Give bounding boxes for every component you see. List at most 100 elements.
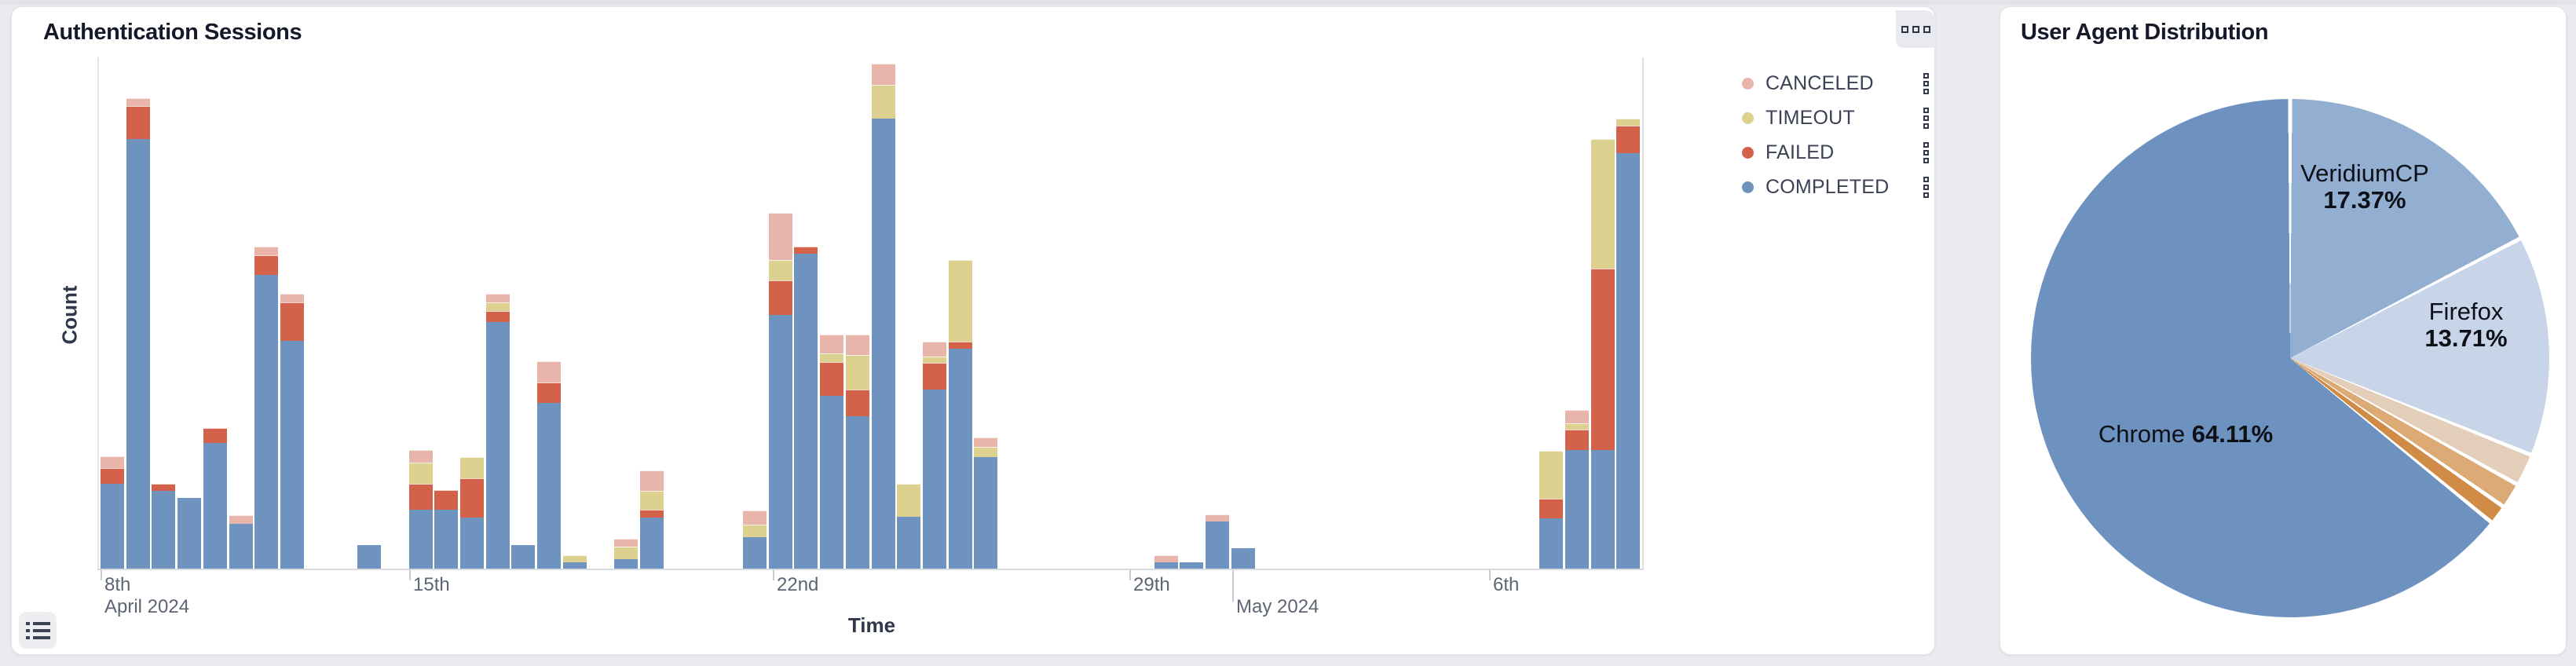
bar-segment-completed[interactable] [769,315,792,569]
stacked-bar[interactable] [409,450,433,569]
bar-segment-completed[interactable] [357,545,381,569]
bar-segment-completed[interactable] [229,524,253,569]
stacked-bar[interactable] [1565,410,1589,569]
bar-segment-failed[interactable] [1565,430,1589,450]
stacked-bar[interactable] [152,484,175,569]
stacked-bar[interactable] [537,361,561,569]
bar-segment-failed[interactable] [794,247,818,254]
bar-segment-timeout[interactable] [872,85,895,119]
bar-segment-canceled[interactable] [1206,514,1229,521]
bar-segment-completed[interactable] [1565,450,1589,569]
stacked-bar[interactable] [1231,548,1255,569]
bar-segment-completed[interactable] [974,457,997,569]
bar-segment-completed[interactable] [152,491,175,569]
stacked-bar[interactable] [640,470,664,569]
bar-segment-completed[interactable] [1616,153,1640,569]
legend-menu-button[interactable] [1923,72,1929,94]
bar-segment-failed[interactable] [1616,126,1640,153]
bar-segment-canceled[interactable] [229,515,253,524]
bar-segment-completed[interactable] [897,517,920,569]
bar-segment-canceled[interactable] [280,294,304,302]
bar-segment-timeout[interactable] [1539,451,1563,499]
bar-segment-completed[interactable] [126,139,150,569]
bar-segment-timeout[interactable] [1565,423,1589,430]
bar-segment-timeout[interactable] [563,555,587,562]
bar-segment-failed[interactable] [254,255,278,275]
stacked-bar[interactable] [769,213,792,569]
stacked-bar[interactable] [820,335,843,569]
bar-segment-canceled[interactable] [743,510,767,525]
bar-segment-timeout[interactable] [897,484,920,517]
bar-segment-completed[interactable] [409,510,433,569]
stacked-bar[interactable] [794,247,818,569]
bar-segment-canceled[interactable] [614,539,638,547]
stacked-bar[interactable] [1591,139,1615,569]
stacked-bar[interactable] [563,555,587,569]
bar-segment-completed[interactable] [1591,450,1615,569]
stacked-bar[interactable] [897,484,920,569]
data-table-toggle-button[interactable] [19,612,57,649]
bar-segment-failed[interactable] [923,363,946,390]
bar-segment-timeout[interactable] [743,525,767,537]
legend-item-failed[interactable]: FAILED [1742,135,1935,170]
stacked-bar[interactable] [1206,514,1229,569]
bar-segment-canceled[interactable] [101,456,124,468]
bar-segment-canceled[interactable] [126,98,150,106]
bar-segment-failed[interactable] [203,428,227,443]
bar-segment-timeout[interactable] [486,302,510,311]
bar-segment-completed[interactable] [1180,562,1203,569]
bar-segment-failed[interactable] [152,484,175,491]
bar-segment-canceled[interactable] [486,294,510,302]
bar-segment-failed[interactable] [640,510,664,518]
bar-segment-timeout[interactable] [846,355,869,390]
stacked-bar[interactable] [126,98,150,569]
bar-segment-completed[interactable] [486,322,510,569]
legend-menu-button[interactable] [1923,107,1929,129]
bar-segment-completed[interactable] [460,518,484,569]
bar-segment-canceled[interactable] [1565,410,1589,423]
bar-segment-canceled[interactable] [254,247,278,255]
bar-segment-canceled[interactable] [640,470,664,491]
bar-segment-completed[interactable] [743,537,767,569]
bar-segment-failed[interactable] [820,362,843,396]
bar-segment-timeout[interactable] [1591,139,1615,269]
bar-segment-completed[interactable] [820,396,843,569]
bar-segment-canceled[interactable] [537,361,561,382]
legend-item-completed[interactable]: COMPLETED [1742,170,1935,204]
bar-segment-completed[interactable] [511,545,535,569]
panel-menu-button[interactable] [1896,10,1935,48]
bar-segment-failed[interactable] [101,468,124,484]
stacked-bar[interactable] [846,335,869,569]
stacked-bar[interactable] [1154,555,1178,569]
bar-segment-timeout[interactable] [409,463,433,484]
bar-segment-canceled[interactable] [923,342,946,357]
bar-segment-timeout[interactable] [1616,119,1640,126]
legend-menu-button[interactable] [1923,141,1929,163]
bar-segment-completed[interactable] [537,403,561,569]
legend-item-timeout[interactable]: TIMEOUT [1742,101,1935,135]
bar-segment-completed[interactable] [923,390,946,569]
bar-segment-completed[interactable] [640,518,664,569]
bar-segment-failed[interactable] [486,311,510,322]
bar-segment-canceled[interactable] [846,335,869,355]
bar-segment-canceled[interactable] [409,450,433,463]
bar-segment-canceled[interactable] [1154,555,1178,562]
bar-segment-completed[interactable] [872,119,895,569]
bar-segment-failed[interactable] [280,302,304,341]
stacked-bar[interactable] [1180,562,1203,569]
bar-segment-timeout[interactable] [923,357,946,363]
bar-segment-completed[interactable] [177,498,201,569]
bar-segment-completed[interactable] [101,484,124,569]
stacked-bar[interactable] [280,294,304,569]
stacked-bar[interactable] [872,64,895,569]
stacked-bar[interactable] [949,260,972,569]
stacked-bar[interactable] [614,539,638,569]
stacked-bar[interactable] [923,342,946,569]
bar-segment-completed[interactable] [254,275,278,569]
bar-segment-failed[interactable] [949,342,972,349]
bar-segment-canceled[interactable] [974,437,997,447]
bar-segment-completed[interactable] [949,349,972,569]
stacked-bar[interactable] [511,545,535,569]
bar-segment-completed[interactable] [280,341,304,569]
stacked-bar[interactable] [357,545,381,569]
